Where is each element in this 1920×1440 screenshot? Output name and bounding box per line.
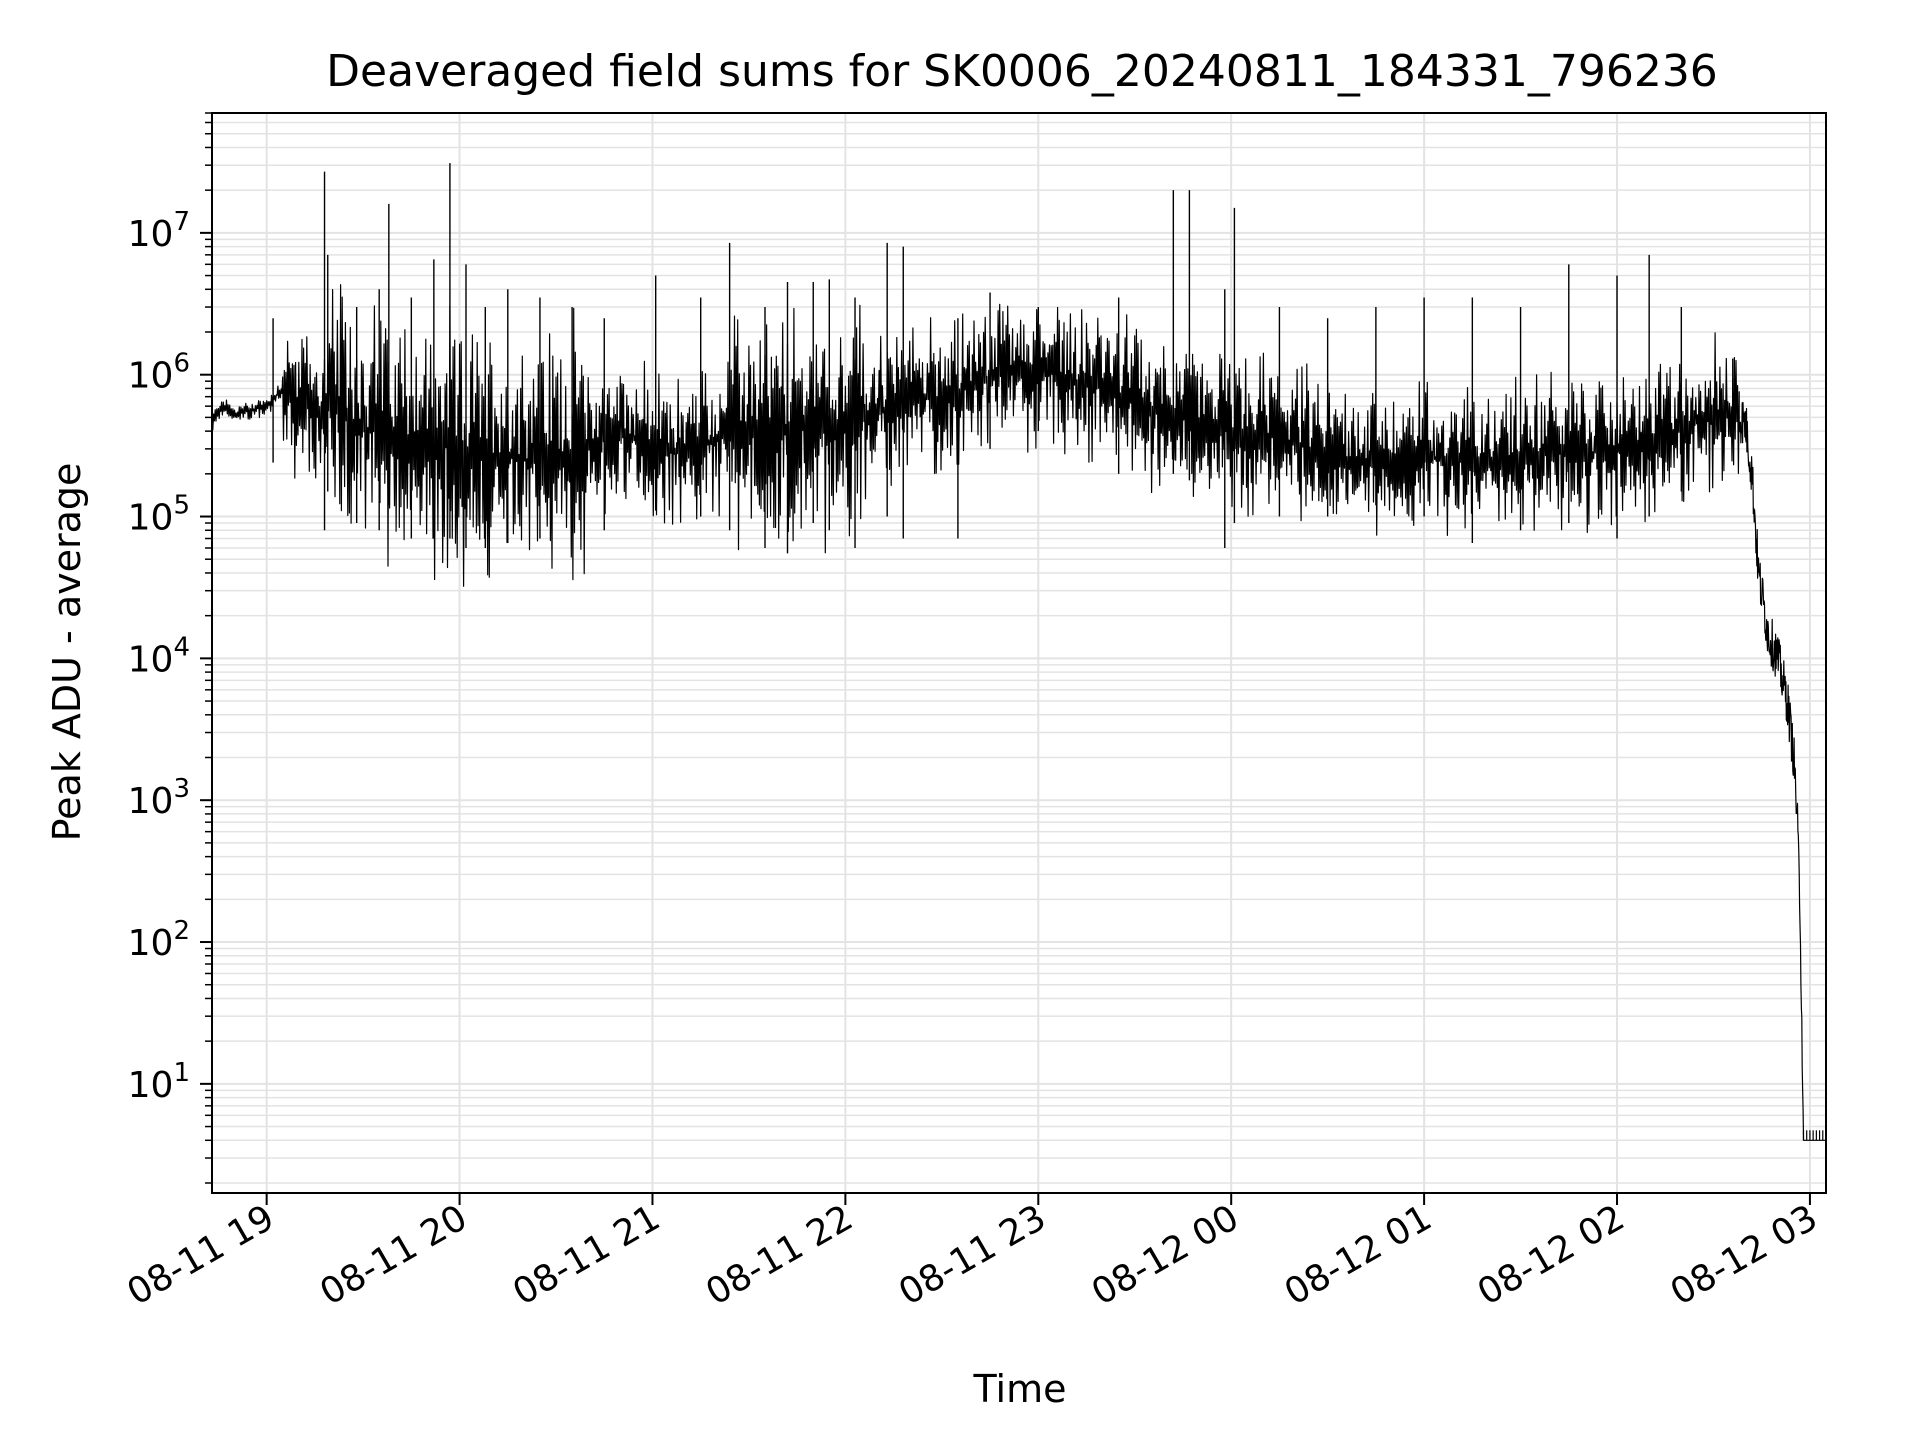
y-tick-label: 104: [128, 632, 190, 680]
y-tick-label: 107: [128, 207, 190, 255]
y-tick-base: 10: [128, 923, 174, 964]
y-tick-exponent: 4: [173, 632, 190, 662]
y-tick-base: 10: [128, 1065, 174, 1106]
y-axis-label: Peak ADU - average: [45, 463, 89, 842]
y-tick-label: 102: [128, 916, 190, 964]
y-tick-base: 10: [128, 498, 174, 539]
y-tick-label: 101: [128, 1058, 190, 1106]
plot-area: [211, 163, 1827, 1141]
chart-title: Deaveraged field sums for SK0006_2024081…: [326, 46, 1718, 97]
y-tick-label: 105: [128, 491, 190, 539]
series-line: [211, 284, 1826, 1141]
y-tick-exponent: 2: [173, 916, 190, 946]
y-tick-base: 10: [128, 639, 174, 680]
y-tick-exponent: 6: [173, 349, 190, 379]
y-tick-exponent: 7: [173, 207, 190, 237]
y-tick-base: 10: [128, 356, 174, 397]
y-tick-exponent: 1: [173, 1058, 190, 1088]
grid-lines: [212, 112, 1826, 1193]
x-axis-label: Time: [973, 1367, 1067, 1411]
y-tick-label: 103: [128, 774, 190, 822]
y-tick-label: 106: [128, 349, 190, 397]
y-tick-base: 10: [128, 781, 174, 822]
y-tick-base: 10: [128, 214, 174, 255]
y-tick-exponent: 5: [173, 491, 190, 521]
y-tick-exponent: 3: [173, 774, 190, 804]
axes-frame: [211, 112, 1827, 1194]
